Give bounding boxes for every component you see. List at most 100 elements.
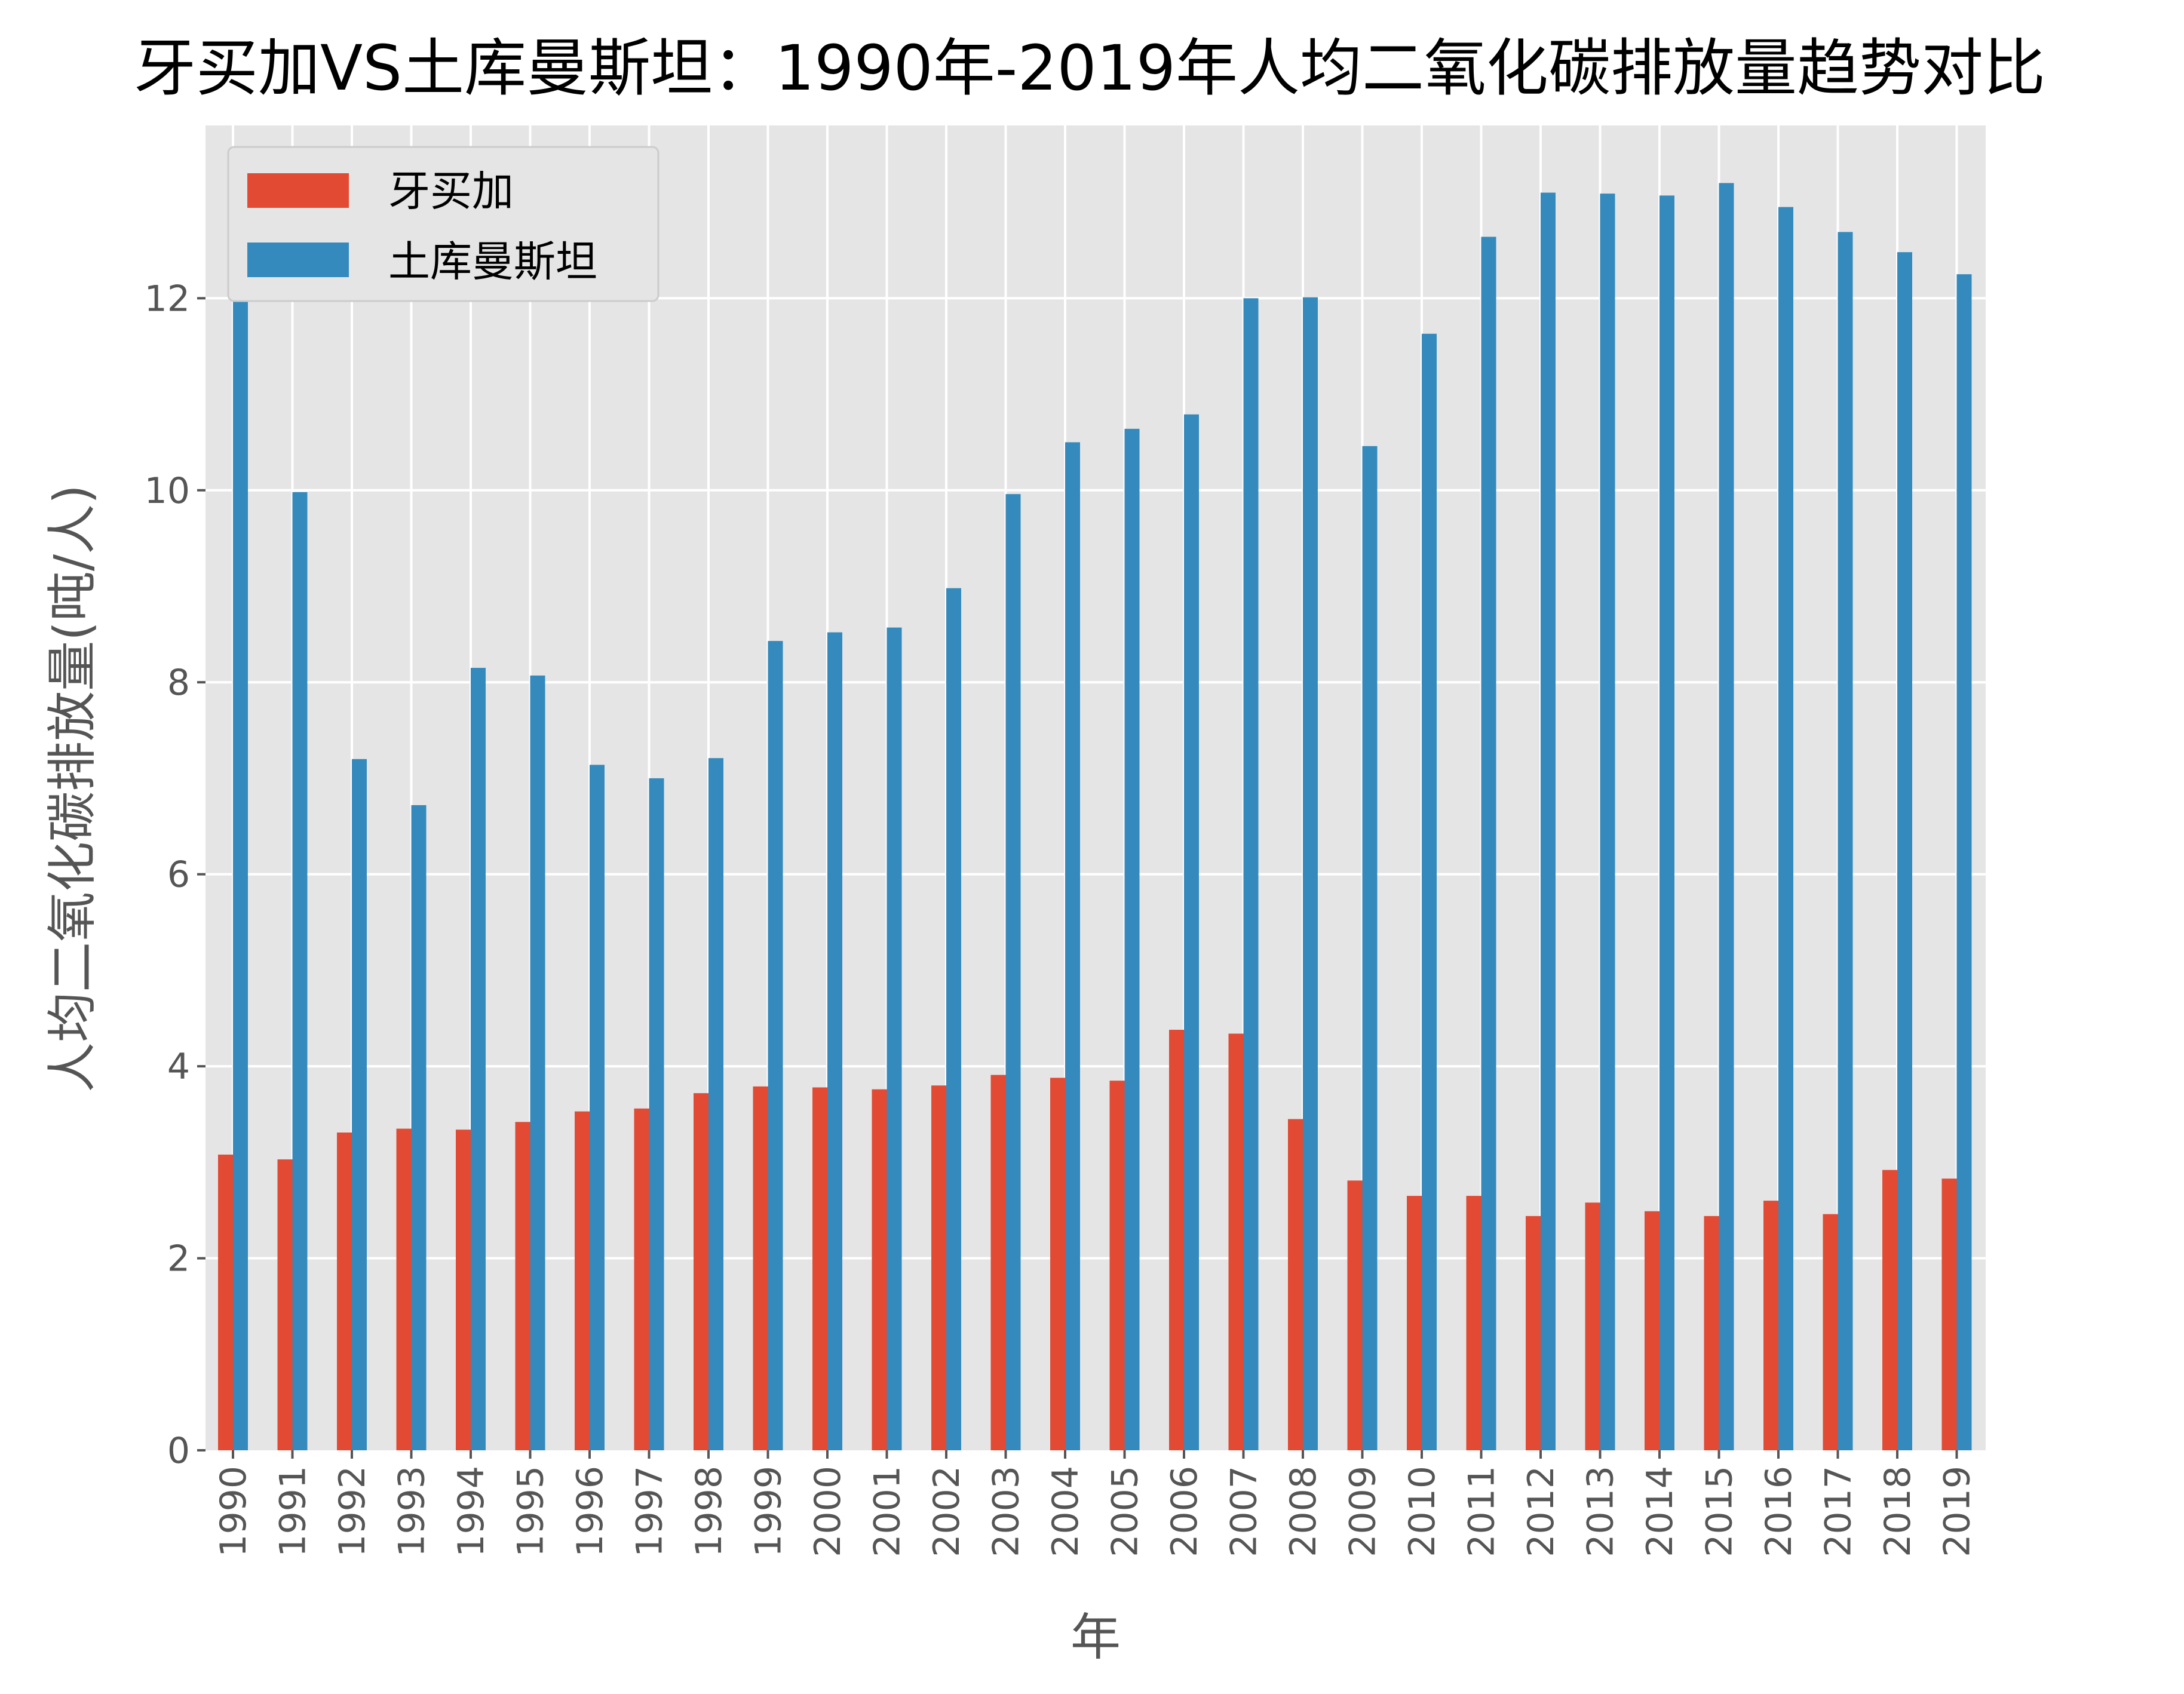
bar-turkmenistan-2018 — [1897, 252, 1912, 1451]
x-tick-label: 2019 — [1937, 1466, 1979, 1557]
x-tick-label: 2013 — [1580, 1466, 1622, 1557]
bar-jamaica-2001 — [872, 1089, 887, 1450]
y-axis-label: 人均二氧化碳排放量(吨/人) — [43, 484, 102, 1092]
bar-jamaica-2011 — [1466, 1196, 1481, 1450]
bar-jamaica-1993 — [396, 1128, 412, 1450]
x-tick-label: 1996 — [569, 1466, 611, 1557]
bar-turkmenistan-1993 — [411, 805, 427, 1450]
bar-jamaica-2008 — [1288, 1119, 1303, 1450]
bar-turkmenistan-2016 — [1778, 207, 1793, 1450]
x-tick-label: 2001 — [867, 1466, 909, 1557]
bar-jamaica-1990 — [218, 1154, 233, 1450]
bar-turkmenistan-1990 — [233, 287, 248, 1451]
bar-jamaica-2012 — [1526, 1216, 1541, 1450]
x-tick-label: 1991 — [272, 1466, 314, 1557]
bar-jamaica-2009 — [1347, 1180, 1363, 1450]
x-axis-label: 年 — [1070, 1608, 1121, 1667]
bar-turkmenistan-2014 — [1660, 195, 1674, 1450]
bar-jamaica-2016 — [1763, 1201, 1778, 1450]
bar-turkmenistan-1992 — [352, 759, 367, 1450]
legend-swatch-jamaica — [247, 173, 349, 208]
bar-turkmenistan-2002 — [946, 588, 961, 1450]
x-tick-label: 1990 — [213, 1466, 254, 1557]
bar-turkmenistan-2007 — [1243, 298, 1259, 1451]
bar-turkmenistan-1995 — [530, 675, 545, 1450]
x-tick-label: 2015 — [1699, 1466, 1741, 1557]
bar-jamaica-1994 — [456, 1130, 471, 1450]
y-tick-label: 6 — [167, 854, 190, 896]
bar-turkmenistan-2013 — [1600, 194, 1615, 1450]
x-axis-ticks: 1990 1991 1992 1993 1994 1995 1996 1997 1998 1999… — [213, 1450, 1979, 1557]
bar-jamaica-2002 — [931, 1085, 946, 1450]
x-tick-label: 2004 — [1045, 1466, 1087, 1557]
bar-jamaica-2003 — [990, 1075, 1006, 1450]
bar-jamaica-1995 — [515, 1122, 530, 1450]
legend-swatch-turkmenistan — [247, 243, 349, 277]
x-tick-label: 2006 — [1164, 1466, 1206, 1557]
bar-turkmenistan-2005 — [1124, 428, 1140, 1450]
bars — [218, 183, 1972, 1451]
x-tick-label: 1995 — [510, 1466, 552, 1557]
x-tick-label: 2016 — [1758, 1466, 1800, 1557]
bar-turkmenistan-2001 — [887, 627, 902, 1450]
bar-turkmenistan-1991 — [292, 492, 308, 1450]
x-tick-label: 2003 — [986, 1466, 1027, 1557]
bar-jamaica-1992 — [337, 1133, 352, 1450]
bar-turkmenistan-2015 — [1719, 183, 1734, 1450]
bar-jamaica-2006 — [1169, 1030, 1184, 1450]
bar-turkmenistan-2004 — [1065, 442, 1080, 1450]
x-tick-label: 2005 — [1105, 1466, 1146, 1557]
bar-turkmenistan-2000 — [827, 632, 842, 1450]
y-tick-label: 8 — [167, 662, 190, 704]
bar-turkmenistan-2019 — [1956, 274, 1972, 1451]
bar-jamaica-2000 — [812, 1087, 827, 1450]
bar-jamaica-1997 — [634, 1108, 649, 1450]
x-tick-label: 1999 — [748, 1466, 790, 1557]
bar-turkmenistan-1998 — [708, 758, 723, 1450]
chart-title: 牙买加VS土库曼斯坦：1990年-2019年人均二氧化碳排放量趋势对比 — [134, 32, 2045, 105]
y-axis-ticks: 0 2 4 6 8 10 12 — [145, 278, 205, 1472]
x-tick-label: 2017 — [1818, 1466, 1860, 1557]
bar-turkmenistan-2009 — [1362, 446, 1378, 1450]
y-tick-label: 10 — [145, 470, 190, 512]
x-tick-label: 2010 — [1401, 1466, 1443, 1557]
bar-turkmenistan-2012 — [1541, 192, 1556, 1450]
x-tick-label: 2007 — [1223, 1466, 1265, 1557]
bar-jamaica-1991 — [277, 1159, 293, 1450]
x-tick-label: 2009 — [1342, 1466, 1384, 1557]
x-tick-label: 1992 — [332, 1466, 373, 1557]
bar-turkmenistan-2011 — [1481, 237, 1496, 1451]
y-tick-label: 2 — [167, 1238, 190, 1280]
bar-jamaica-2004 — [1050, 1078, 1065, 1450]
bar-jamaica-2015 — [1704, 1216, 1719, 1450]
bar-turkmenistan-2006 — [1184, 414, 1199, 1450]
bar-jamaica-2014 — [1645, 1211, 1660, 1450]
bar-jamaica-2013 — [1585, 1202, 1600, 1450]
bar-turkmenistan-2017 — [1838, 232, 1853, 1451]
x-tick-label: 2014 — [1639, 1466, 1681, 1557]
bar-turkmenistan-2008 — [1303, 297, 1318, 1450]
bar-turkmenistan-1999 — [768, 641, 783, 1450]
legend-label-jamaica: 牙买加 — [388, 167, 514, 216]
bar-jamaica-2007 — [1228, 1033, 1244, 1450]
bar-jamaica-1999 — [753, 1086, 768, 1450]
bar-turkmenistan-1994 — [471, 668, 486, 1450]
x-tick-label: 2002 — [926, 1466, 968, 1557]
bar-turkmenistan-1997 — [649, 778, 664, 1450]
y-tick-label: 0 — [167, 1430, 190, 1472]
y-tick-label: 4 — [167, 1046, 190, 1088]
x-tick-label: 1993 — [391, 1466, 433, 1557]
x-tick-label: 2000 — [807, 1466, 849, 1557]
bar-jamaica-2018 — [1882, 1170, 1897, 1450]
bar-jamaica-2010 — [1407, 1196, 1422, 1450]
x-tick-label: 2018 — [1877, 1466, 1919, 1557]
bar-jamaica-1998 — [694, 1093, 708, 1450]
bar-jamaica-2005 — [1109, 1081, 1125, 1450]
y-tick-label: 12 — [145, 278, 190, 320]
legend: 牙买加 土库曼斯坦 — [227, 146, 660, 302]
bar-turkmenistan-2003 — [1005, 494, 1021, 1450]
bar-jamaica-2017 — [1823, 1214, 1838, 1450]
bar-jamaica-1996 — [575, 1111, 590, 1450]
x-tick-label: 2008 — [1283, 1466, 1324, 1557]
